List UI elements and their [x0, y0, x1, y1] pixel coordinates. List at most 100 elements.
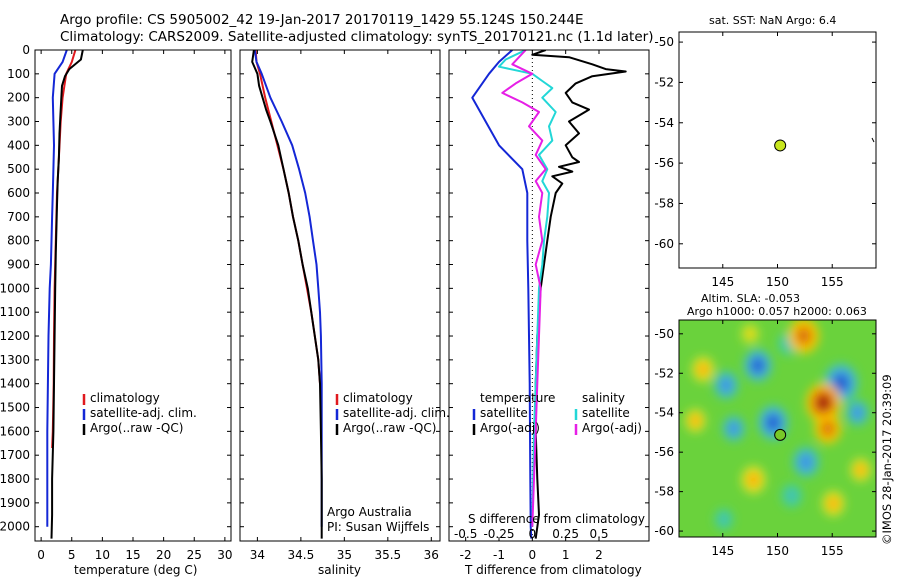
sla-map-subtitle: Argo h1000: 0.057 h2000: 0.063	[687, 305, 867, 318]
sal-xtick-label-0: 34	[250, 548, 265, 562]
diff-s-xtick-label-2: 0	[529, 527, 537, 541]
depth-tick-label-14: 1400	[0, 377, 30, 391]
diff-frame	[448, 49, 650, 542]
sst-map-ytick-label-4: -58	[654, 196, 674, 210]
sla-map-ytick-label-2: -54	[654, 406, 674, 420]
depth-tick-label-17: 1700	[0, 448, 30, 462]
depth-tick-label-2: 200	[7, 91, 30, 105]
sst-map-ytick-label-5: -60	[654, 237, 674, 251]
sst-map-xtick-label-0: 145	[711, 275, 734, 289]
sla-map-blobs	[685, 320, 871, 530]
sla-map-ytick-label-5: -60	[654, 524, 674, 538]
sla-map-title: Altim. SLA: -0.053	[701, 292, 801, 305]
diff-xtick-label-1: -1	[493, 548, 505, 562]
diff-xtick-label-2: 0	[529, 548, 537, 562]
sal-xtick-label-2: 35	[337, 548, 352, 562]
sla-anomaly-2-ring-2	[797, 328, 810, 343]
sal-annotation-line-1: Argo Australia	[327, 505, 412, 519]
sla-anomaly-7-ring-3	[818, 396, 829, 409]
diff-xtick-label-3: 1	[562, 548, 570, 562]
diff-series-1-line	[531, 50, 627, 539]
diff-xtick-label-4: 2	[595, 548, 603, 562]
depth-tick-label-6: 600	[7, 186, 30, 200]
temp-xtick-label-1: 5	[68, 548, 76, 562]
sla-map-float-marker	[774, 428, 787, 441]
depth-tick-label-13: 1300	[0, 353, 30, 367]
sal-plot	[239, 49, 441, 542]
title-line-1: Argo profile: CS 5905002_42 19-Jan-2017 …	[60, 12, 584, 28]
sst-map-ytick-label-0: -50	[654, 35, 674, 49]
temp-series-group	[46, 50, 84, 539]
sal-series-group	[251, 50, 323, 539]
sal-legend-argo: Argo(..raw -QC)	[343, 421, 437, 435]
depth-tick-label-4: 400	[7, 138, 30, 152]
sla-anomaly-12-ring-2	[729, 423, 739, 434]
sla-map-xtick-label-0: 145	[711, 544, 734, 558]
sal-xtick-label-3: 35.5	[374, 548, 401, 562]
sal-xlabel: salinity	[318, 563, 362, 577]
diff-series-group	[471, 50, 627, 541]
depth-tick-label-19: 1900	[0, 496, 30, 510]
sla-anomaly-8-ring-2	[822, 422, 833, 435]
sla-anomaly-5-ring-2	[721, 379, 731, 391]
diff-series-0-line	[471, 50, 533, 539]
depth-tick-label-16: 1600	[0, 424, 30, 438]
depth-tick-label-3: 300	[7, 115, 30, 129]
diff-series-3-line	[501, 50, 547, 527]
diff-legend-temp-satellite: satellite	[480, 406, 528, 420]
sla-anomaly-14-ring-2	[748, 474, 759, 486]
sst-map-xtick-label-1: 150	[766, 275, 789, 289]
sla-anomaly-18-ring-2	[856, 465, 865, 475]
sal-xtick-label-1: 34.5	[288, 548, 315, 562]
diff-legend-sal-argo: Argo(-adj)	[582, 421, 642, 435]
sla-anomaly-13-ring-2	[800, 456, 812, 468]
sst-map-ytick-label-2: -54	[654, 116, 674, 130]
sla-map-ytick-label-1: -52	[654, 366, 674, 380]
depth-tick-label-8: 800	[7, 234, 30, 248]
diff-s-xtick-label-4: 0.5	[589, 527, 608, 541]
temp-legend-satellite: satellite-adj. clim.	[90, 406, 197, 420]
depth-tick-label-18: 1800	[0, 472, 30, 486]
diff-legend-temp-argo: Argo(-adj)	[480, 421, 540, 435]
sla-anomaly-15-ring-1	[786, 489, 798, 503]
sla-anomaly-10-ring-2	[853, 407, 862, 418]
depth-tick-label-10: 1000	[0, 281, 30, 295]
temp-xtick-label-2: 10	[95, 548, 110, 562]
depth-tick-label-0: 0	[22, 43, 30, 57]
temp-plot	[34, 49, 232, 542]
sla-anomaly-16-ring-2	[829, 498, 838, 509]
depth-tick-label-1: 100	[7, 67, 30, 81]
sst-map-ytick-label-3: -56	[654, 156, 674, 170]
sla-anomaly-1-ring-1	[745, 328, 756, 340]
depth-tick-label-9: 900	[7, 258, 30, 272]
diff-legend-temperature-header: temperature	[480, 391, 556, 405]
diff-s-xtick-label-1: -0.25	[483, 527, 514, 541]
temp-xtick-label-5: 25	[187, 548, 202, 562]
sal-frame	[239, 49, 441, 542]
temp-legend-argo: Argo(..raw -QC)	[90, 421, 184, 435]
depth-tick-label-11: 1100	[0, 305, 30, 319]
temp-frame	[34, 49, 232, 542]
temp-xtick-label-0: 0	[37, 548, 45, 562]
temp-xtick-label-3: 15	[125, 548, 140, 562]
sal-series-2-line	[251, 50, 323, 539]
diff-s-xtick-label-3: 0.25	[552, 527, 579, 541]
depth-tick-label-12: 1200	[0, 329, 30, 343]
sla-anomaly-3-ring-2	[698, 364, 708, 375]
diff-s-xtick-label-0: -0.5	[454, 527, 477, 541]
sla-map-ytick-label-3: -56	[654, 445, 674, 459]
temp-xtick-label-4: 20	[156, 548, 171, 562]
depth-tick-label-5: 500	[7, 162, 30, 176]
sst-map-ytick-label-1: -52	[654, 75, 674, 89]
diff-xlabel-top: S difference from climatology	[468, 512, 645, 526]
temp-series-2-line	[50, 50, 84, 539]
sla-anomaly-4-ring-3	[753, 360, 762, 371]
sal-legend-satellite: satellite-adj. clim.	[343, 406, 450, 420]
sla-map-heat	[679, 320, 876, 537]
sla-map-xtick-label-2: 155	[821, 544, 844, 558]
title-line-2: Climatology: CARS2009. Satellite-adjuste…	[60, 29, 654, 45]
sal-series-1-line	[253, 50, 323, 527]
sla-map-ytick-label-0: -50	[654, 327, 674, 341]
temp-xlabel: temperature (deg C)	[74, 563, 198, 577]
sal-legend-climatology: climatology	[343, 391, 413, 405]
